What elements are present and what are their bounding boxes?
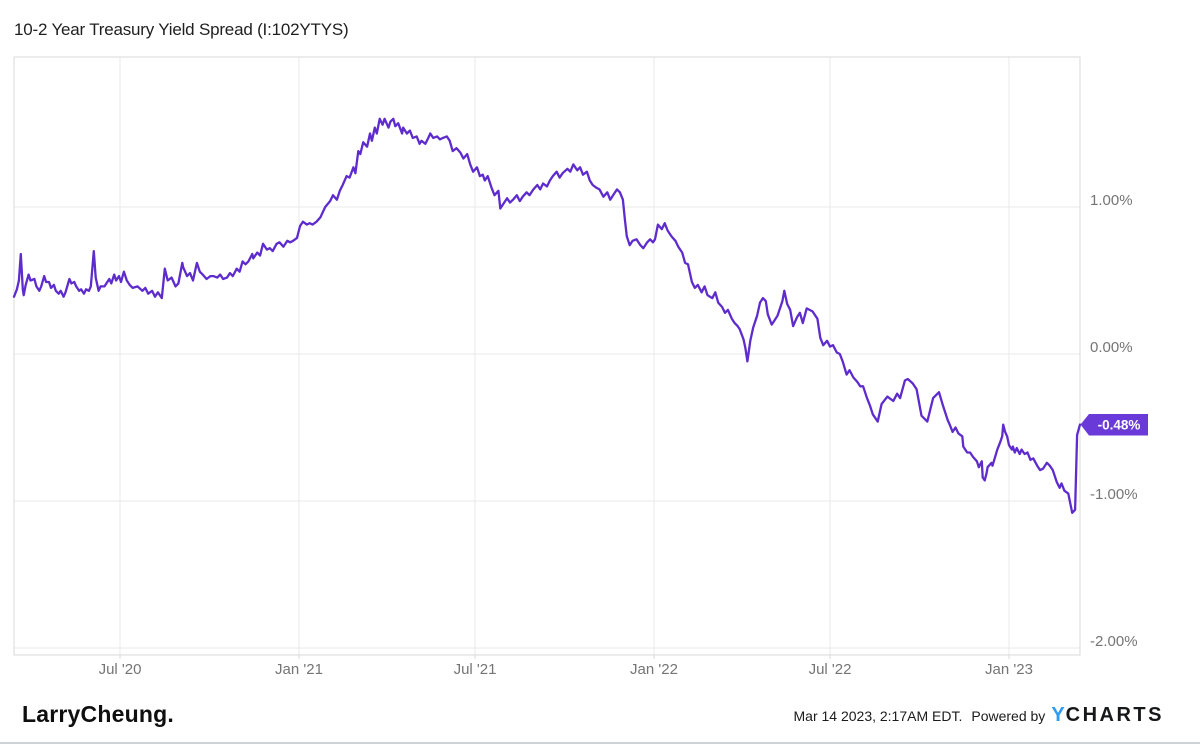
gridlines — [14, 57, 1080, 655]
ycharts-logo[interactable]: YCHARTS — [1051, 704, 1164, 727]
powered-by-label: Powered by — [971, 708, 1046, 724]
ycharts-wordmark: CHARTS — [1065, 704, 1164, 726]
x-axis-labels: Jul '20 Jan '21 Jul '21 Jan '22 Jul '22 Jan '… — [99, 661, 1033, 678]
svg-text:-1.00%: -1.00% — [1090, 486, 1138, 503]
svg-text:Jan '23: Jan '23 — [985, 661, 1033, 678]
svg-text:Jan '22: Jan '22 — [630, 661, 678, 678]
plot-border — [13, 56, 1081, 656]
svg-text:0.00%: 0.00% — [1090, 339, 1133, 356]
chart-title: 10-2 Year Treasury Yield Spread (I:102YT… — [14, 20, 349, 39]
x-axis-tick-marks — [119, 655, 1010, 659]
attribution: Mar 14 2023, 2:17AM EDT. Powered by YCHA… — [794, 704, 1165, 727]
svg-text:-0.48%: -0.48% — [1098, 417, 1141, 432]
svg-text:1.00%: 1.00% — [1090, 192, 1133, 209]
series-line[interactable] — [12, 117, 1082, 514]
svg-text:-2.00%: -2.00% — [1090, 633, 1138, 650]
badge-arrow-shape — [1080, 413, 1148, 436]
larrycheung-logo: LarryCheung. — [22, 701, 174, 727]
svg-text:Jan '21: Jan '21 — [275, 661, 323, 678]
svg-text:Jul '22: Jul '22 — [809, 661, 852, 678]
y-axis-labels: 1.00% 0.00% -1.00% -2.00% — [1090, 192, 1138, 650]
svg-text:Jul '21: Jul '21 — [454, 661, 497, 678]
ycharts-y-mark: Y — [1051, 704, 1066, 726]
last-value-badge: -0.48% — [1080, 413, 1148, 436]
bottom-divider — [0, 742, 1200, 744]
svg-text:Jul '20: Jul '20 — [99, 661, 142, 678]
timestamp: Mar 14 2023, 2:17AM EDT. — [793, 708, 963, 724]
